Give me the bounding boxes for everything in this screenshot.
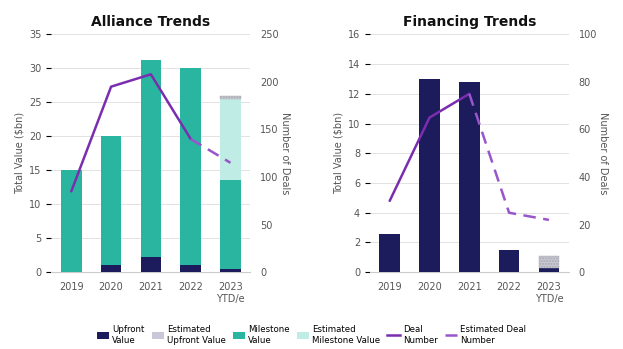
- Bar: [141, 257, 161, 272]
- Y-axis label: Number of Deals: Number of Deals: [598, 112, 608, 194]
- Bar: [180, 266, 201, 272]
- Y-axis label: Number of Deals: Number of Deals: [280, 112, 290, 194]
- Title: Financing Trends: Financing Trends: [402, 15, 536, 29]
- Bar: [220, 96, 241, 99]
- Bar: [538, 268, 559, 272]
- Bar: [499, 250, 520, 272]
- Bar: [101, 266, 121, 272]
- Bar: [220, 269, 241, 272]
- Bar: [220, 99, 241, 180]
- Y-axis label: Total Value ($bn): Total Value ($bn): [333, 112, 343, 194]
- Bar: [61, 170, 82, 272]
- Legend: Upfront
Value, Estimated
Upfront Value, Milestone
Value, Estimated
Milestone Val: Upfront Value, Estimated Upfront Value, …: [97, 325, 526, 345]
- Bar: [459, 82, 480, 272]
- Bar: [419, 79, 440, 272]
- Bar: [220, 96, 241, 99]
- Bar: [141, 60, 161, 257]
- Bar: [101, 136, 121, 266]
- Bar: [538, 256, 559, 268]
- Bar: [180, 68, 201, 266]
- Bar: [220, 180, 241, 269]
- Title: Alliance Trends: Alliance Trends: [92, 15, 211, 29]
- Bar: [379, 233, 400, 272]
- Bar: [538, 256, 559, 268]
- Y-axis label: Total Value ($bn): Total Value ($bn): [15, 112, 25, 194]
